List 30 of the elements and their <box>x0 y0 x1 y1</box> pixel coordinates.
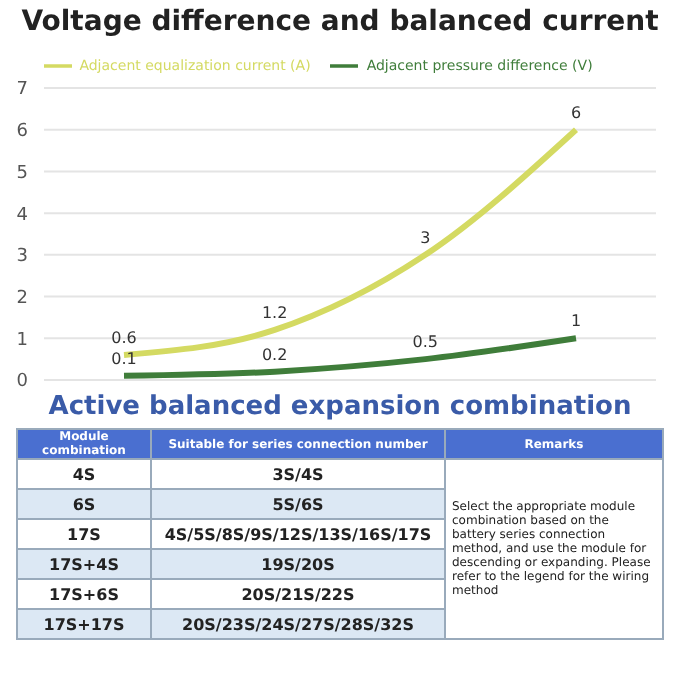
y-tick-label: 3 <box>16 247 28 268</box>
data-label: 3 <box>420 228 431 247</box>
text: Active balanced expansion combination <box>48 392 632 422</box>
y-tick-label: 4 <box>16 205 29 226</box>
data-label: 0.5 <box>412 333 439 352</box>
y-tick-label: 2 <box>16 288 28 309</box>
text: 17S+4S <box>17 549 151 579</box>
data-label: 0.6 <box>111 328 137 347</box>
text: 19S/20S <box>151 549 445 579</box>
y-tick-label: 6 <box>16 122 29 143</box>
text: 4S <box>17 459 151 489</box>
y-tick-label: 7 <box>16 80 28 101</box>
text: 20S/23S/24S/27S/28S/32S <box>151 609 445 639</box>
text: 4S/5S/8S/9S/12S/13S/16S/17S <box>151 519 445 549</box>
y-tick-label: 0 <box>16 372 29 393</box>
data-label: 0.2 <box>261 345 288 364</box>
y-tick-label: 1 <box>16 330 28 351</box>
text: 6S <box>17 489 151 519</box>
y-tick-label: 5 <box>16 163 28 184</box>
data-label: 1.2 <box>261 303 288 322</box>
text: 3S/4S <box>151 459 445 489</box>
data-label: 6 <box>570 103 582 122</box>
text: 5S/6S <box>151 489 445 519</box>
data-label: 0.1 <box>111 349 137 368</box>
text: 17S+17S <box>17 609 151 639</box>
text: 17S <box>17 519 151 549</box>
text: 17S+6S <box>17 579 151 609</box>
text: 20S/21S/22S <box>151 579 445 609</box>
data-label: 1 <box>570 312 582 331</box>
chart-title: Voltage difference and balanced current <box>19 4 661 42</box>
